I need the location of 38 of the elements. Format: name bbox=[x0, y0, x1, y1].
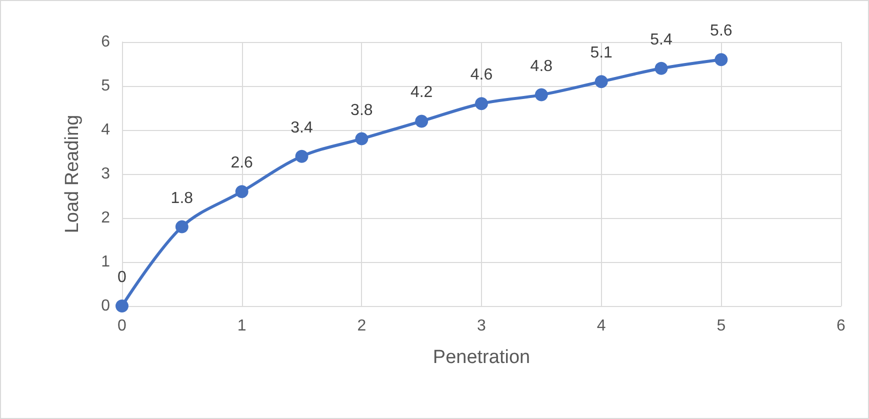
x-tick-label: 1 bbox=[237, 318, 246, 334]
x-tick-label: 5 bbox=[716, 318, 726, 334]
point bbox=[714, 53, 728, 66]
data-label: 5.1 bbox=[590, 44, 613, 62]
data-label: 0 bbox=[118, 269, 127, 286]
data-label: 1.8 bbox=[170, 190, 194, 207]
data-label: 4.6 bbox=[470, 66, 493, 84]
point bbox=[235, 185, 248, 198]
y-axis-title: Load Reading bbox=[62, 114, 83, 234]
y-tick-label: 6 bbox=[101, 34, 110, 50]
x-axis-title: Penetration bbox=[432, 347, 530, 368]
data-label: 4.8 bbox=[530, 58, 553, 75]
y-tick-label: 1 bbox=[101, 254, 110, 270]
x-tick-label: 4 bbox=[596, 318, 606, 334]
x-tick-label: 0 bbox=[118, 318, 127, 334]
y-tick-label: 2 bbox=[101, 210, 110, 226]
x-tick-label: 2 bbox=[357, 318, 366, 334]
data-label: 3.4 bbox=[290, 119, 313, 136]
y-tick-label: 0 bbox=[101, 298, 110, 314]
data-label: 5.6 bbox=[710, 22, 732, 40]
data-label: 2.6 bbox=[230, 154, 254, 172]
data-label: 3.8 bbox=[350, 102, 373, 119]
point bbox=[475, 97, 488, 110]
y-tick-label: 5 bbox=[101, 78, 110, 94]
point bbox=[116, 300, 128, 312]
point bbox=[175, 220, 188, 234]
point bbox=[355, 132, 368, 146]
point bbox=[594, 75, 608, 88]
y-tick-label: 3 bbox=[101, 166, 110, 182]
data-label: 5.4 bbox=[650, 31, 672, 48]
y-tick-label: 4 bbox=[101, 122, 110, 138]
data-label: 4.2 bbox=[410, 84, 433, 102]
point bbox=[654, 62, 668, 75]
x-tick-label: 6 bbox=[836, 318, 846, 334]
point bbox=[534, 88, 548, 102]
point bbox=[415, 114, 428, 128]
point bbox=[295, 150, 308, 163]
x-tick-label: 3 bbox=[477, 318, 486, 334]
